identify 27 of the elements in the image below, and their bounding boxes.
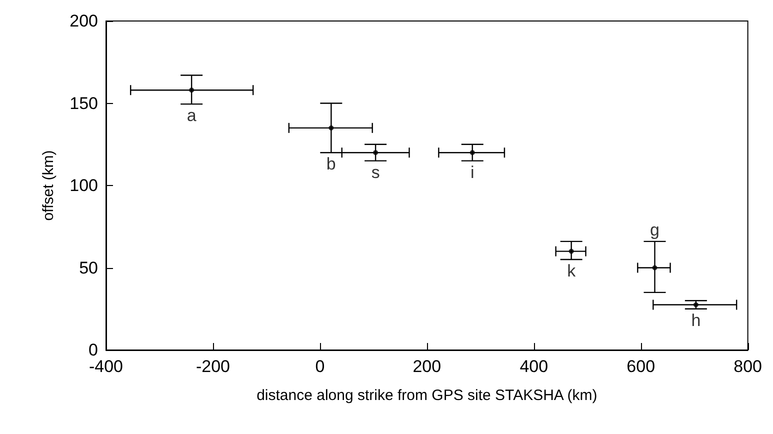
point <box>189 88 194 93</box>
y-tick-label: 100 <box>70 176 98 195</box>
y-tick-label: 200 <box>70 12 98 30</box>
annotation: i <box>470 162 474 182</box>
annotation: b <box>326 154 336 174</box>
x-tick-label: 800 <box>734 357 762 376</box>
annotation: k <box>567 262 576 281</box>
point <box>568 248 574 254</box>
point <box>328 125 334 130</box>
point <box>652 265 658 270</box>
annotation: g <box>650 220 660 240</box>
x-tick-label: 600 <box>626 357 656 376</box>
annotation: s <box>371 162 380 182</box>
y-tick-label: 150 <box>70 94 98 113</box>
x-tick-label: 400 <box>520 357 548 376</box>
x-tick-label: 0 <box>315 357 325 376</box>
x-tick-label: -200 <box>196 357 230 376</box>
y-tick-label: 50 <box>79 258 98 278</box>
x-tick-label: -400 <box>88 357 124 376</box>
x-tick-label: 200 <box>412 357 442 376</box>
annotation: h <box>691 310 701 330</box>
annotation: a <box>186 106 197 126</box>
y-tick-label: 0 <box>88 340 98 360</box>
point <box>470 150 475 156</box>
x-axis-title: distance along strike from GPS site STAKSHA (km) <box>256 387 598 404</box>
point <box>373 150 378 156</box>
y-axis-title: offset (km) <box>40 150 57 221</box>
